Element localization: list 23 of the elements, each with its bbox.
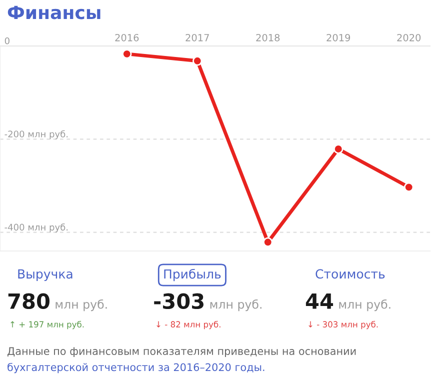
text: млн руб.	[210, 299, 262, 312]
text: Данные по финансовым показателям приведены на основании	[8, 347, 356, 358]
text: млн руб.	[56, 299, 107, 312]
x-tick-label: 2020	[397, 34, 421, 42]
text: ↓ - 82 млн руб.	[156, 320, 220, 330]
y-tick-label: 0	[4, 37, 10, 44]
text: ↑ + 197 млн руб.	[10, 320, 84, 330]
text: Стоимость	[316, 269, 385, 279]
text: ↓ - 303 млн руб.	[308, 320, 378, 330]
x-tick-label: 2017	[186, 34, 209, 42]
text: млн руб.	[339, 299, 390, 312]
text: Прибыль	[164, 268, 221, 282]
chart-title: Финансы	[8, 6, 100, 20]
text: бухгалтерской отчетности за 2016–2020 годы.	[8, 362, 264, 374]
text: 780	[8, 293, 50, 310]
x-tick-label: 2018	[256, 34, 280, 42]
text: Выручка	[18, 269, 72, 282]
x-tick-label: 2016	[115, 34, 139, 42]
y-tick-label: -400 млн руб.	[4, 223, 68, 232]
text: -303	[154, 293, 204, 310]
text: 44	[306, 294, 334, 309]
x-tick-label: 2019	[326, 34, 350, 42]
y-tick-label: -200 млн руб.	[4, 130, 68, 140]
